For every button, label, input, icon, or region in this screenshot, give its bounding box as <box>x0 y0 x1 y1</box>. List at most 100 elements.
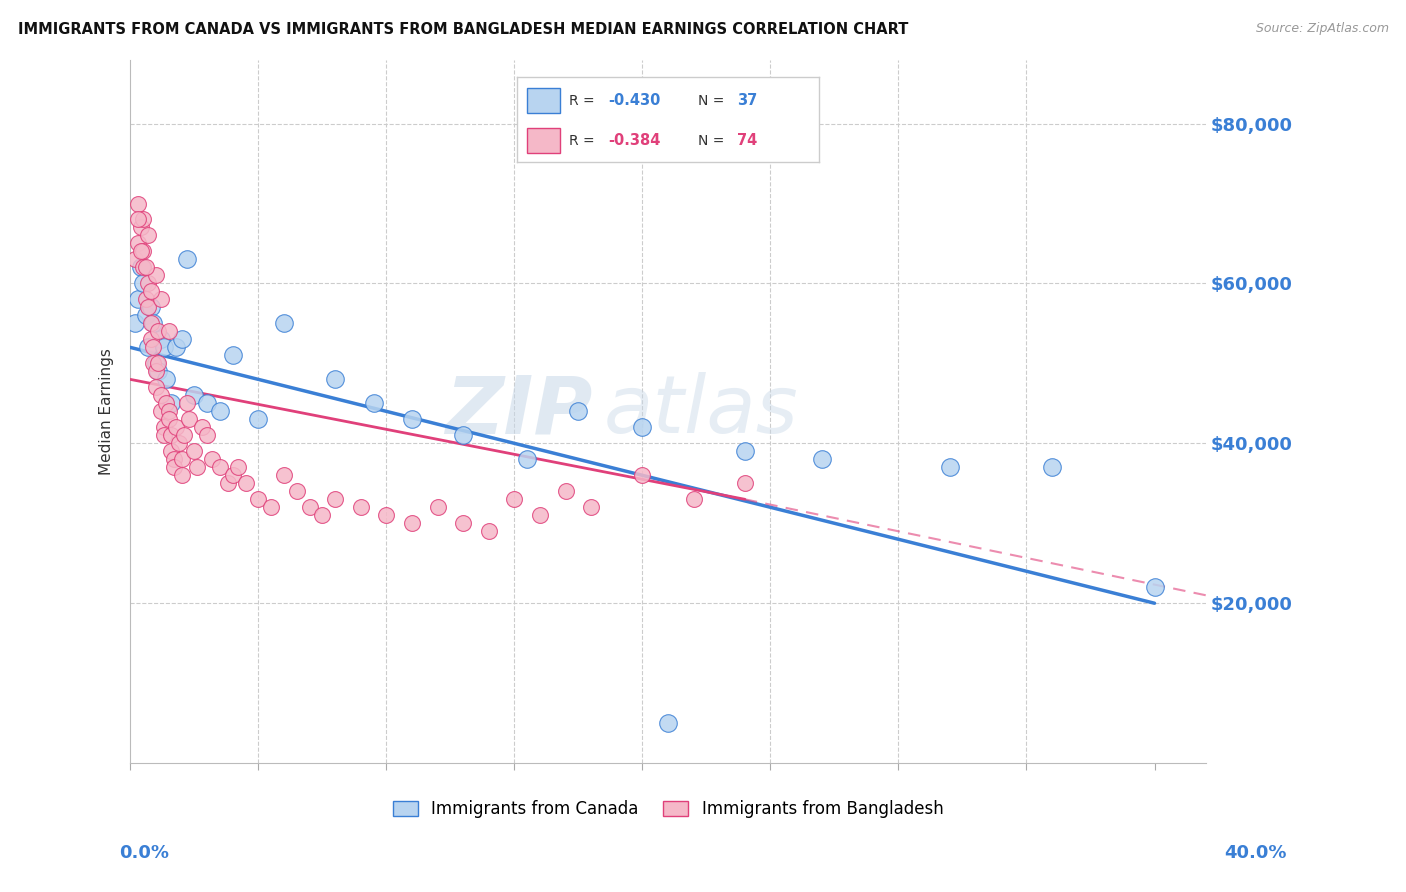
Point <box>142 356 165 370</box>
Point <box>311 508 333 523</box>
Point <box>136 228 159 243</box>
Point <box>124 252 146 267</box>
Point <box>478 524 501 539</box>
Point <box>176 252 198 267</box>
Point <box>129 220 152 235</box>
Point <box>1040 460 1063 475</box>
Point <box>165 420 187 434</box>
Point <box>150 388 173 402</box>
Text: atlas: atlas <box>603 372 799 450</box>
Point <box>152 340 174 354</box>
Point <box>222 348 245 362</box>
Point <box>195 428 218 442</box>
Point <box>201 452 224 467</box>
Point <box>273 468 295 483</box>
Point <box>150 333 173 347</box>
Point <box>129 260 152 275</box>
Text: 0.0%: 0.0% <box>120 844 170 862</box>
Point <box>567 404 589 418</box>
Point <box>145 356 167 370</box>
Point <box>170 333 193 347</box>
Point <box>152 420 174 434</box>
Point <box>150 293 173 307</box>
Point <box>136 277 159 291</box>
Point <box>226 460 249 475</box>
Point <box>165 340 187 354</box>
Point <box>273 317 295 331</box>
Point <box>155 372 177 386</box>
Text: ZIP: ZIP <box>446 372 593 450</box>
Point <box>136 340 159 354</box>
Point <box>160 428 183 442</box>
Point <box>127 293 149 307</box>
Point <box>136 301 159 315</box>
Point <box>350 500 373 515</box>
Point <box>127 196 149 211</box>
Point <box>157 412 180 426</box>
Point <box>163 452 186 467</box>
Y-axis label: Median Earnings: Median Earnings <box>100 348 114 475</box>
Point <box>139 301 162 315</box>
Point <box>260 500 283 515</box>
Point <box>186 460 208 475</box>
Point <box>1143 580 1166 594</box>
Point <box>938 460 960 475</box>
Point <box>323 372 346 386</box>
Point <box>142 340 165 354</box>
Point <box>173 428 195 442</box>
Point <box>152 428 174 442</box>
Text: Source: ZipAtlas.com: Source: ZipAtlas.com <box>1256 22 1389 36</box>
Point <box>148 325 170 339</box>
Point <box>516 117 538 131</box>
Point <box>451 428 474 442</box>
Point <box>298 500 321 515</box>
Point <box>426 500 449 515</box>
Point <box>155 396 177 410</box>
Point <box>179 412 201 426</box>
Point <box>139 333 162 347</box>
Point <box>127 212 149 227</box>
Point <box>167 436 190 450</box>
Point <box>132 277 155 291</box>
Point <box>148 364 170 378</box>
Point <box>554 484 576 499</box>
Point <box>150 404 173 418</box>
Text: IMMIGRANTS FROM CANADA VS IMMIGRANTS FROM BANGLADESH MEDIAN EARNINGS CORRELATION: IMMIGRANTS FROM CANADA VS IMMIGRANTS FRO… <box>18 22 908 37</box>
Point <box>132 212 155 227</box>
Point <box>631 468 654 483</box>
Point <box>217 476 239 491</box>
Point <box>195 396 218 410</box>
Point <box>734 476 756 491</box>
Point <box>247 492 270 507</box>
Point <box>657 716 679 731</box>
Point <box>139 317 162 331</box>
Point <box>247 412 270 426</box>
Point <box>323 492 346 507</box>
Point <box>157 325 180 339</box>
Point <box>529 508 551 523</box>
Point <box>163 460 186 475</box>
Point <box>375 508 398 523</box>
Point <box>208 404 231 418</box>
Point <box>132 260 155 275</box>
Point <box>148 356 170 370</box>
Point <box>135 309 157 323</box>
Point <box>183 444 205 458</box>
Point <box>176 396 198 410</box>
Point <box>124 317 146 331</box>
Point <box>157 404 180 418</box>
Point <box>191 420 214 434</box>
Point <box>401 516 423 531</box>
Point <box>516 452 538 467</box>
Text: 40.0%: 40.0% <box>1225 844 1286 862</box>
Point <box>682 492 704 507</box>
Point <box>503 492 526 507</box>
Legend: Immigrants from Canada, Immigrants from Bangladesh: Immigrants from Canada, Immigrants from … <box>387 794 950 825</box>
Point <box>810 452 832 467</box>
Point <box>127 236 149 251</box>
Point <box>208 460 231 475</box>
Point <box>222 468 245 483</box>
Point <box>129 244 152 259</box>
Point <box>145 268 167 283</box>
Point <box>285 484 308 499</box>
